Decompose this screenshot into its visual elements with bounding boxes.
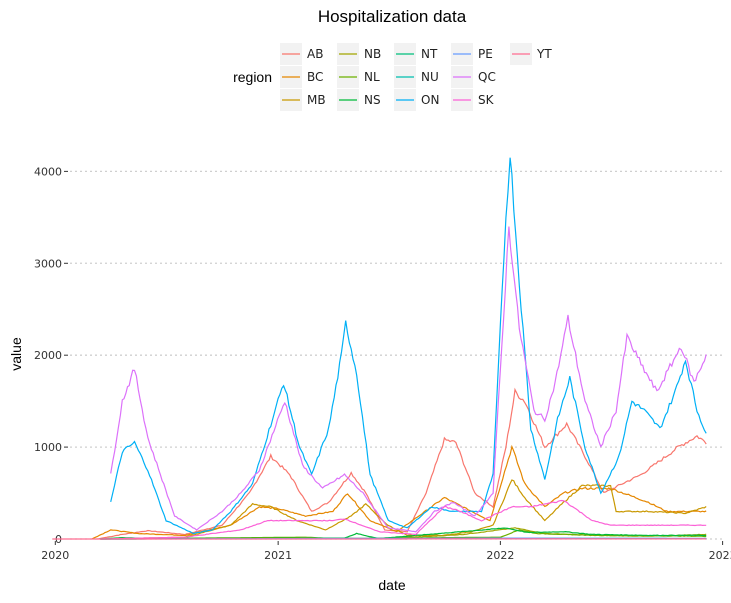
y-tick-label: 1000 — [34, 441, 62, 454]
x-tick-label: 2021 — [264, 549, 292, 562]
legend-label-pe: PE — [478, 47, 493, 61]
x-axis-ticks: 2020 2021 2022 2023 — [41, 541, 731, 562]
legend-label-nb: NB — [364, 47, 381, 61]
series-line-qc — [110, 226, 707, 533]
legend-label-on: ON — [421, 93, 439, 107]
chart-title: Hospitalization data — [318, 7, 467, 26]
y-tick-label: 2000 — [34, 349, 62, 362]
x-tick-label: 2020 — [41, 549, 69, 562]
legend-label-ns: NS — [364, 93, 381, 107]
legend-label-bc: BC — [307, 70, 323, 84]
legend: region AB BC MB NB NL NS NT NU ON PE QC SK YT — [233, 43, 552, 111]
series-line-ab — [97, 387, 707, 540]
y-tick-label: 3000 — [34, 257, 62, 270]
x-tick-label: 2023 — [709, 549, 731, 562]
y-axis-title: value — [8, 337, 24, 371]
legend-label-nt: NT — [421, 47, 438, 61]
legend-title: region — [233, 69, 272, 85]
legend-label-mb: MB — [307, 93, 326, 107]
series-line-sk — [100, 499, 707, 540]
legend-label-qc: QC — [478, 70, 496, 84]
legend-label-nl: NL — [364, 70, 380, 84]
series-lines — [52, 157, 707, 540]
x-tick-label: 2022 — [486, 549, 514, 562]
legend-label-ab: AB — [307, 47, 323, 61]
legend-label-sk: SK — [478, 93, 495, 107]
legend-label-yt: YT — [536, 47, 552, 61]
series-line-on — [110, 157, 707, 535]
x-axis-title: date — [378, 577, 405, 593]
y-tick-label: 4000 — [34, 165, 62, 178]
legend-label-nu: NU — [421, 70, 439, 84]
